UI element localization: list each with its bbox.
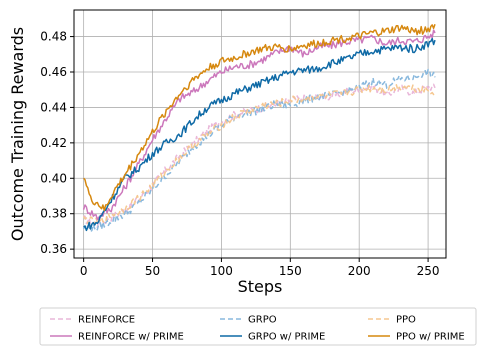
- y-tick-label: 0.48: [40, 30, 67, 44]
- x-tick-label: 0: [80, 264, 88, 278]
- legend-label-grpo: GRPO: [248, 315, 277, 326]
- x-tick-label: 100: [210, 264, 233, 278]
- x-tick-label: 150: [279, 264, 302, 278]
- x-tick-label: 250: [417, 264, 440, 278]
- legend: REINFORCE REINFORCE w/ PRIME GRPO GRPO w/ P…: [39, 307, 477, 346]
- y-tick-label: 0.42: [40, 136, 67, 150]
- y-tick-label: 0.44: [40, 100, 67, 114]
- legend-label-reinforce-w-prime: REINFORCE w/ PRIME: [78, 332, 184, 343]
- x-tick-label: 200: [348, 264, 371, 278]
- series-line-reinforce: [83, 82, 436, 229]
- series-line-grpo-w-prime: [83, 37, 436, 232]
- x-axis-label: Steps: [238, 277, 283, 296]
- y-tick-label: 0.40: [40, 171, 67, 185]
- series-line-ppo: [82, 84, 436, 225]
- y-tick-label: 0.36: [40, 242, 67, 256]
- legend-label-grpo-w-prime: GRPO w/ PRIME: [248, 332, 325, 343]
- legend-label-ppo: PPO: [396, 315, 416, 326]
- plot-frame: [73, 9, 447, 259]
- y-tick-label: 0.38: [40, 207, 67, 221]
- axis-ticks: 0 50 100 150 200 250 0.36 0.38 0.40 0.42 0.44 0.46 0…: [40, 30, 439, 278]
- y-axis-label: Outcome Training Rewards: [8, 27, 27, 241]
- series-line-reinforce-w-prime: [82, 29, 436, 221]
- legend-label-reinforce: REINFORCE: [78, 315, 135, 326]
- grid: [74, 10, 446, 258]
- series-line-grpo: [82, 68, 436, 233]
- legend-box: [39, 307, 477, 346]
- series-line-ppo-w-prime: [83, 23, 436, 212]
- series-lines: [82, 23, 436, 233]
- y-tick-label: 0.46: [40, 65, 67, 79]
- legend-label-ppo-w-prime: PPO w/ PRIME: [396, 332, 465, 343]
- x-tick-label: 50: [145, 264, 160, 278]
